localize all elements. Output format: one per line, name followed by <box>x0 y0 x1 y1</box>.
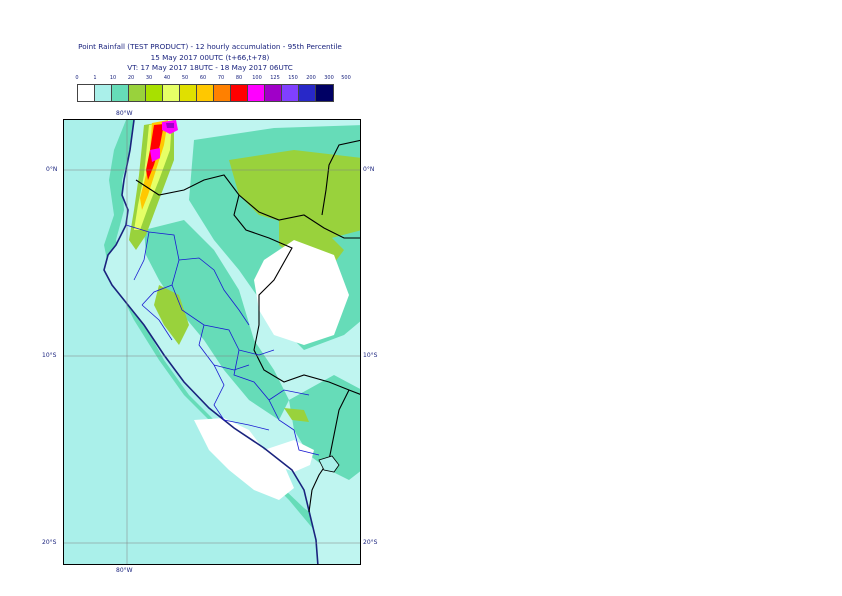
coastline <box>103 120 319 564</box>
map-title: Point Rainfall (TEST PRODUCT) - 12 hourl… <box>78 42 342 51</box>
rain-andes-peak-3 <box>150 148 160 162</box>
rain-andes-peak-2 <box>166 123 174 128</box>
longitude-label-top: 80°W <box>116 110 133 117</box>
legend-swatch <box>265 85 282 101</box>
legend-tick: 1 <box>93 75 97 81</box>
legend-swatch <box>95 85 112 101</box>
latitude-label-0-left: 0°N <box>46 166 58 173</box>
legend-tick: 0 <box>75 75 79 81</box>
legend-swatch <box>163 85 180 101</box>
legend-tick: 300 <box>324 75 334 81</box>
legend-tick: 60 <box>199 75 207 81</box>
legend-swatch <box>248 85 265 101</box>
legend-tick: 100 <box>252 75 262 81</box>
legend-tick: 70 <box>217 75 225 81</box>
map-canvas <box>64 120 360 564</box>
legend-swatch <box>214 85 231 101</box>
lake-titicaca <box>318 455 340 473</box>
legend-swatch <box>316 85 333 101</box>
legend-swatch <box>129 85 146 101</box>
rain-zone-central-green <box>154 285 189 345</box>
legend-swatch <box>231 85 248 101</box>
national-border-north <box>135 174 360 239</box>
base-time: 15 May 2017 00UTC (t+66,t+78) <box>150 53 270 62</box>
legend-tick: 30 <box>145 75 153 81</box>
latitude-label-20s-right: 20°S <box>363 539 378 546</box>
legend-tick: 200 <box>306 75 316 81</box>
legend-swatch <box>146 85 163 101</box>
color-legend <box>77 84 334 102</box>
rain-zone-south <box>289 375 360 480</box>
latitude-label-10s-right: 10°S <box>363 352 378 359</box>
latitude-label-10s-left: 10°S <box>42 352 57 359</box>
latitude-label-0-right: 0°N <box>363 166 375 173</box>
legend-swatch <box>78 85 95 101</box>
legend-tick: 125 <box>270 75 280 81</box>
legend-tick: 80 <box>235 75 243 81</box>
rain-zone-north-green <box>229 150 360 240</box>
legend-swatch <box>282 85 299 101</box>
legend-tick: 50 <box>181 75 189 81</box>
admin-boundaries <box>125 224 320 456</box>
dry-zone-2 <box>194 418 294 500</box>
rain-zone-central <box>144 220 289 420</box>
rainfall-map <box>63 119 361 565</box>
rain-zone-south-green <box>284 408 309 422</box>
legend-tick: 10 <box>109 75 117 81</box>
longitude-label-bottom: 80°W <box>116 567 133 574</box>
legend-swatch <box>112 85 129 101</box>
legend-tick: 150 <box>288 75 298 81</box>
legend-tick: 500 <box>341 75 351 81</box>
legend-swatch <box>197 85 214 101</box>
legend-swatch <box>180 85 197 101</box>
latitude-label-20s-left: 20°S <box>42 539 57 546</box>
legend-tick: 40 <box>163 75 171 81</box>
national-border-east-2 <box>321 139 360 216</box>
dry-zone-3 <box>264 440 314 472</box>
national-border-east <box>233 194 360 395</box>
legend-tick-labels: 0 1 10 20 30 40 50 60 70 80 100 125 150 … <box>75 75 350 84</box>
dry-zone-1 <box>254 240 349 345</box>
validity-time: VT: 17 May 2017 18UTC - 18 May 2017 06UT… <box>127 63 293 72</box>
legend-tick: 20 <box>127 75 135 81</box>
legend-swatch <box>299 85 316 101</box>
